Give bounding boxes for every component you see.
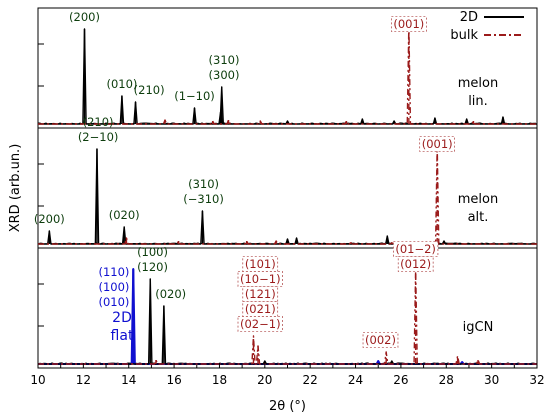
peak-label: (2−10)	[78, 130, 119, 144]
panel-name-label: alt.	[468, 210, 489, 225]
x-axis-label: 2θ (°)	[269, 399, 306, 414]
peak-label: (120)	[137, 260, 168, 274]
peak-label: (310)	[188, 177, 219, 191]
x-tick-label: 24	[348, 373, 363, 387]
peak-label-box	[242, 301, 279, 317]
side-label: 2D	[112, 310, 132, 326]
peak-label-box	[397, 256, 434, 272]
x-tick-label: 14	[121, 373, 136, 387]
side-label: flat	[111, 328, 134, 344]
peak-label-box	[242, 256, 279, 272]
panel-name-label: melon	[458, 76, 498, 91]
x-tick-label: 16	[166, 373, 181, 387]
peak-label: (210)	[83, 115, 114, 129]
peak-label: (021)	[245, 302, 276, 316]
peak-label: (002)	[365, 333, 396, 347]
peak-label-box	[237, 316, 283, 332]
x-tick-label: 20	[257, 373, 272, 387]
panel-name-label: melon	[458, 192, 498, 207]
peak-label: (200)	[34, 212, 65, 226]
x-tick-label: 10	[30, 373, 45, 387]
peak-label: (001)	[393, 17, 424, 31]
x-tick-label: 28	[439, 373, 454, 387]
peak-label: (012)	[400, 257, 431, 271]
peak-label: (02−1)	[240, 317, 281, 331]
peak-label: (01−2)	[395, 242, 436, 256]
peak-label-box	[391, 16, 427, 32]
peak-label: (020)	[109, 208, 140, 222]
peak-label: (121)	[245, 287, 276, 301]
peak-label: (300)	[209, 68, 240, 82]
peak-label: (310)	[209, 53, 240, 67]
peak-label: (020)	[155, 287, 186, 301]
peak-label-box	[419, 136, 455, 152]
peak-label: (100)	[137, 245, 168, 259]
peak-label: (101)	[245, 257, 276, 271]
panel-name-label: igCN	[463, 320, 494, 335]
series-line	[38, 268, 537, 365]
peak-label: (1−10)	[174, 89, 215, 103]
x-tick-label: 22	[303, 373, 318, 387]
panel-frame	[37, 127, 538, 249]
peak-label: (10−1)	[240, 272, 281, 286]
x-tick-label: 32	[529, 373, 544, 387]
peak-label: (110)	[99, 265, 130, 279]
x-tick-label: 18	[212, 373, 227, 387]
y-axis-label: XRD (arb.un.)	[8, 144, 23, 233]
peak-label: (001)	[422, 137, 453, 151]
panel-name-label: lin.	[468, 94, 488, 109]
peak-label: (210)	[134, 83, 165, 97]
legend-label: bulk	[450, 28, 478, 43]
x-tick-label: 26	[393, 373, 408, 387]
peak-label: (−310)	[183, 192, 224, 206]
peak-label: (010)	[99, 295, 130, 309]
peak-label: (200)	[69, 10, 100, 24]
peak-label: (100)	[99, 280, 130, 294]
peak-label-box	[362, 332, 399, 348]
panel-frame	[37, 7, 538, 129]
peak-label: (010)	[106, 77, 137, 91]
x-tick-label: 30	[484, 373, 499, 387]
x-tick-label: 12	[76, 373, 91, 387]
legend-label: 2D	[460, 10, 478, 25]
peak-label-box	[242, 286, 279, 302]
